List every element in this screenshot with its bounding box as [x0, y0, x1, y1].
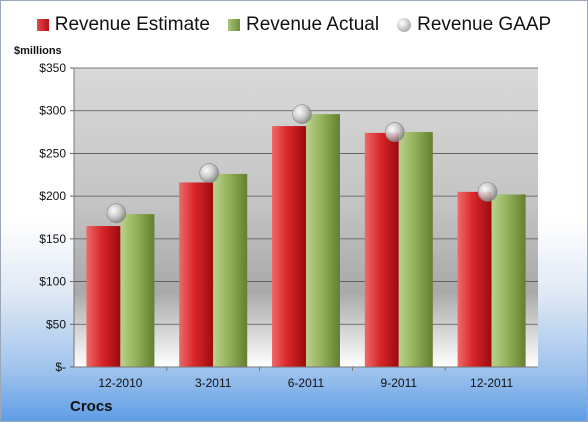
chart-legend: Revenue Estimate Revenue Actual Revenue … — [0, 14, 588, 36]
legend-label-actual: Revenue Actual — [246, 14, 380, 35]
legend-label-gaap: Revenue GAAP — [417, 14, 552, 35]
marker-revenue-gaap — [106, 203, 127, 224]
bar-revenue-actual — [213, 173, 248, 367]
bar-revenue-actual — [120, 214, 155, 367]
bar-revenue-estimate — [179, 182, 214, 367]
y-tick-label: $250 — [39, 146, 66, 160]
marker-revenue-gaap — [292, 104, 312, 124]
y-tick-label: $350 — [39, 61, 66, 75]
bar-revenue-estimate — [272, 126, 306, 367]
bar-revenue-actual — [491, 194, 526, 367]
legend-swatch-actual — [228, 19, 240, 31]
bars — [86, 114, 526, 367]
y-tick-label: $100 — [39, 275, 66, 289]
marker-revenue-gaap — [199, 163, 219, 183]
bar-revenue-actual — [398, 132, 433, 367]
y-axis-ticks: $- $50 $100 $150 $200 $250 $300 $350 — [39, 61, 75, 374]
y-axis-unit-label: $millions — [14, 45, 62, 57]
company-name: Crocs — [70, 398, 113, 415]
x-tick-label: 9-2011 — [381, 376, 418, 390]
x-tick-label: 6-2011 — [288, 376, 325, 390]
bar-revenue-estimate — [364, 132, 399, 367]
x-tick-label: 12-2011 — [470, 376, 513, 390]
legend-item-actual: Revenue Actual — [228, 14, 379, 36]
x-tick-label: 12-2010 — [98, 376, 142, 390]
y-tick-label: $200 — [39, 189, 66, 203]
y-tick-label: $150 — [39, 232, 66, 246]
legend-label-estimate: Revenue Estimate — [54, 14, 210, 35]
marker-revenue-gaap — [384, 122, 405, 142]
marker-revenue-gaap — [477, 182, 498, 202]
legend-swatch-gaap — [397, 18, 412, 32]
gaap-markers — [106, 104, 498, 224]
legend-item-estimate: Revenue Estimate — [36, 14, 210, 36]
legend-item-gaap: Revenue GAAP — [397, 14, 551, 36]
y-tick-label: $50 — [46, 317, 66, 331]
bar-revenue-estimate — [457, 191, 492, 367]
y-tick-label: $- — [55, 360, 66, 374]
x-tick-label: 3-2011 — [195, 376, 232, 390]
bar-revenue-estimate — [86, 226, 121, 367]
bar-revenue-actual — [306, 114, 340, 367]
x-axis-ticks: 12-2010 3-2011 6-2011 9-2011 12-2011 — [74, 366, 538, 390]
legend-swatch-estimate — [36, 19, 49, 31]
y-tick-label: $300 — [39, 104, 66, 118]
